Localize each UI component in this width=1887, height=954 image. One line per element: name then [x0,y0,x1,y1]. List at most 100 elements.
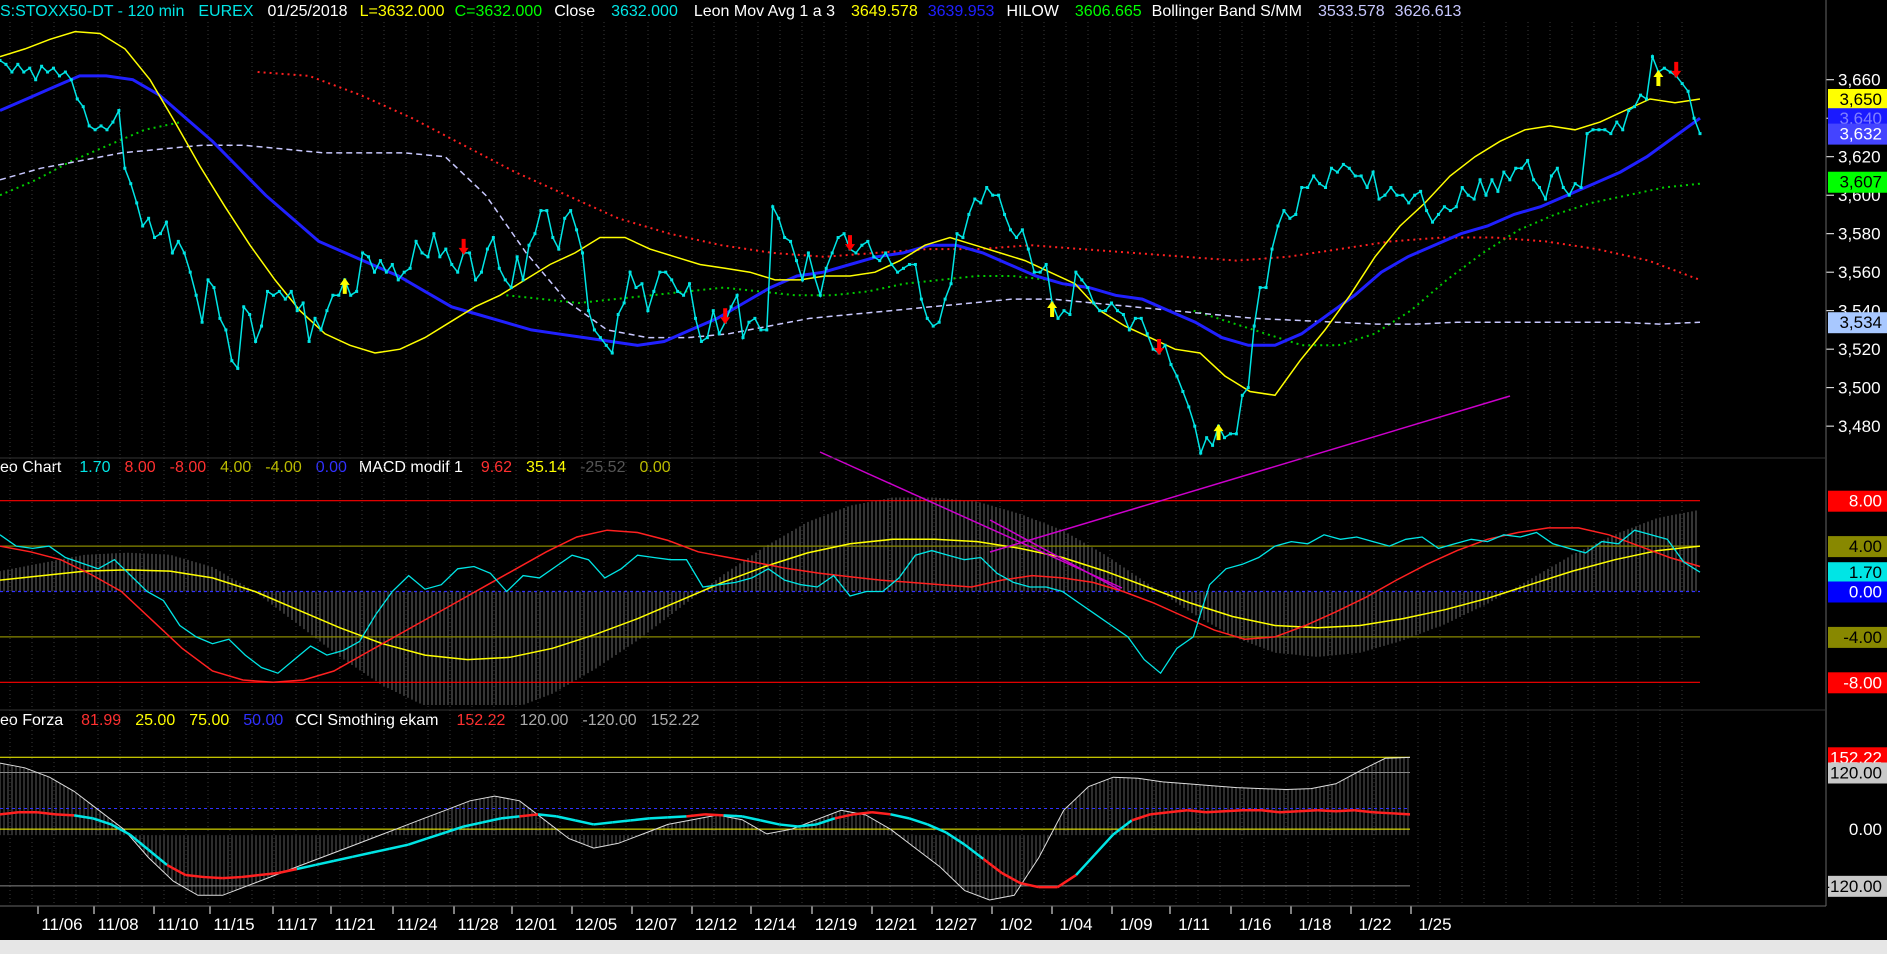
x-tick-label: 1/04 [1059,915,1092,934]
price-point [1514,166,1518,170]
x-tick-label: 11/24 [396,915,437,934]
price-point [1448,209,1452,213]
price-point [93,128,97,132]
forza-segment [166,863,187,877]
price-point [349,293,353,297]
price-point [907,262,911,266]
x-tick-label: 11/08 [97,915,138,934]
price-point [581,251,585,255]
price-point [355,289,359,293]
price-point [1698,132,1702,136]
forza-segment [185,873,205,879]
price-point [325,309,329,313]
price-point [1163,343,1167,347]
price-point [1211,443,1215,447]
price-point [1526,159,1530,163]
price-tag: 3,607 [1839,173,1882,192]
price-point [313,316,317,320]
forza-segment [1075,853,1096,876]
price-point [474,278,478,282]
price-point [99,124,103,128]
trendline[interactable] [989,519,1121,591]
price-point [896,270,900,274]
macd-level-tag-bg [1828,490,1887,512]
price-point [1312,174,1316,178]
price-point [759,328,763,332]
price-point [1205,436,1209,440]
price-point [378,259,382,263]
price-point [188,270,192,274]
price-point [1413,193,1417,197]
price-point [1650,55,1654,59]
forza-segment [1298,809,1318,813]
price-point [75,97,79,101]
price-point [1591,128,1595,132]
forza-segment [1280,810,1299,814]
trendline[interactable] [989,395,1511,553]
hilow-line [257,71,1701,281]
price-point [1133,316,1137,320]
price-point [34,78,38,82]
forza-segment [963,843,985,860]
price-point [1199,451,1203,455]
forza-segment [1335,809,1355,813]
price-point [1252,324,1256,328]
price-point [818,293,822,297]
price-point [503,278,507,282]
price-point [1508,178,1512,182]
price-point [230,359,234,363]
price-point [616,313,620,317]
price-point [1240,393,1244,397]
price-point [1431,220,1435,224]
price-point [1300,186,1304,190]
price-point [1395,193,1399,197]
forza-segment [500,815,520,820]
price-point [147,216,151,220]
forza-segment [444,825,465,834]
price-point [1668,70,1672,74]
forza-segment [630,817,650,822]
price-point [783,236,787,240]
price-point [884,251,888,255]
forza-segment [704,813,724,817]
forza-segment [1020,881,1040,889]
price-point [955,232,959,236]
price-point [1401,193,1405,197]
trendline[interactable] [819,451,1123,589]
price-point [545,209,549,213]
price-point [1573,182,1577,186]
price-point [1282,209,1286,213]
price-point [1496,189,1500,193]
price-point [236,366,240,370]
price-point [1365,186,1369,190]
price-point [652,289,656,293]
cci-level-tag: 120.00 [1830,764,1882,783]
price-point [1407,201,1411,205]
price-point [1520,166,1524,170]
forza-segment [259,871,279,877]
price-point [1389,186,1393,190]
price-point [777,216,781,220]
price-point [1181,389,1185,393]
price-point [949,282,953,286]
price-point [575,228,579,232]
price-point [1276,224,1280,228]
price-panel [0,30,1702,456]
price-point [872,255,876,259]
forza-segment [945,831,966,846]
forza-segment [1391,812,1411,816]
price-point [384,270,388,274]
cci-level-tag: -120.00 [1824,877,1882,896]
price-point [729,305,733,309]
scrollbar[interactable] [0,940,1887,954]
price-point [1062,309,1066,313]
forza-segment [779,823,798,828]
sell-signal-arrow-icon [458,238,469,255]
price-point [634,286,638,290]
price-point [265,289,269,293]
price-point [1466,193,1470,197]
cci-line [0,756,1411,901]
price-point [1020,228,1024,232]
x-tick-label: 12/12 [695,915,738,934]
forza-segment [370,847,390,854]
